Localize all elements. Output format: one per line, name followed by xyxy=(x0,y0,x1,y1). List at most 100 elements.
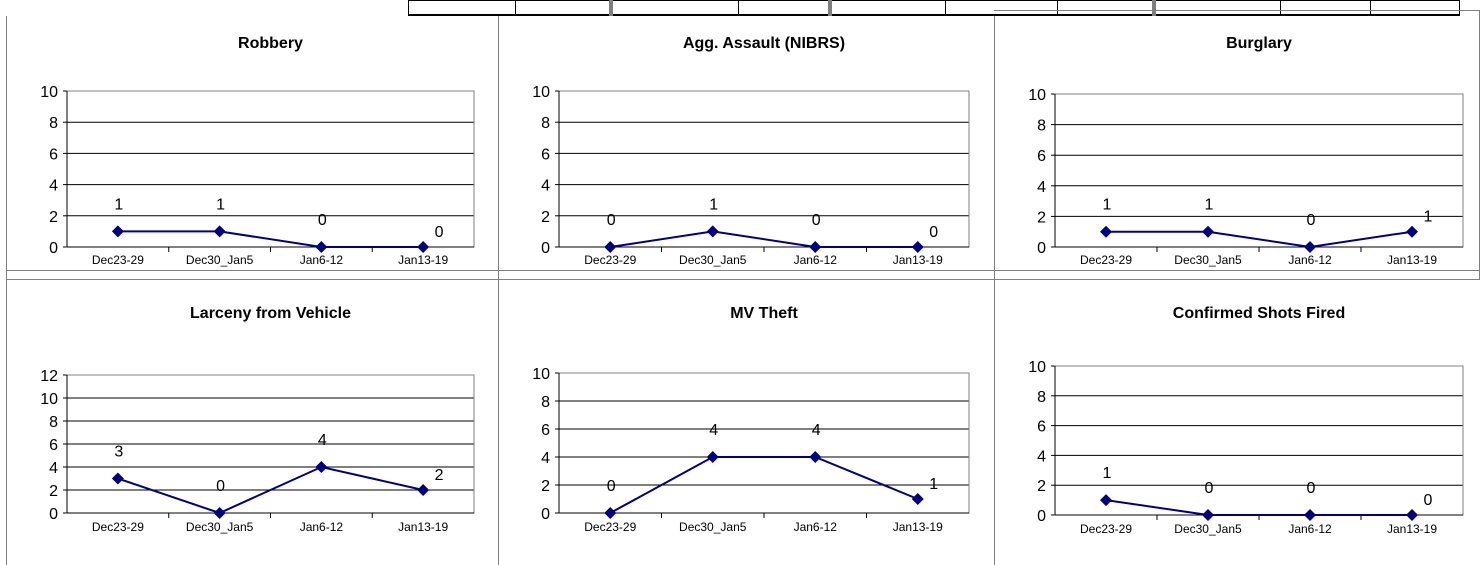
chart-panel-robbery: Robbery 0 2 4 6 8 10 Dec23-29 Dec30_Jan5 Jan6-12 J… xyxy=(7,17,498,270)
data-point-marker xyxy=(1202,225,1214,238)
data-label: 0 xyxy=(216,478,225,495)
chart-panel-burglary: Burglary 0 2 4 6 8 10 Dec23-29 Dec30_Jan5 Jan6-12… xyxy=(995,17,1479,270)
chart-title: Agg. Assault (NIBRS) xyxy=(683,35,845,52)
data-point-marker xyxy=(213,225,226,238)
x-tick-label: Jan13-19 xyxy=(893,253,943,267)
data-point-marker xyxy=(417,484,430,496)
data-point-marker xyxy=(315,461,328,473)
y-tick-label: 6 xyxy=(49,437,58,454)
data-point-marker xyxy=(111,472,124,485)
table-cell-divider xyxy=(738,0,739,16)
y-tick-label: 2 xyxy=(541,209,550,226)
data-label: 1 xyxy=(216,196,225,213)
table-cell-divider xyxy=(1057,0,1058,16)
data-point-marker xyxy=(1304,241,1316,253)
panel-border xyxy=(994,16,995,565)
x-tick-label: Dec23-29 xyxy=(584,253,636,267)
y-tick-label: 2 xyxy=(49,209,58,226)
data-point-marker xyxy=(1304,509,1316,521)
y-tick-label: 10 xyxy=(40,391,58,408)
y-tick-label: 2 xyxy=(1037,478,1046,495)
chart-title: Confirmed Shots Fired xyxy=(1173,305,1345,322)
chart-panel-agg-assault: Agg. Assault (NIBRS) 0 2 4 6 8 10 Dec23-29 Dec30… xyxy=(499,17,994,270)
series-line xyxy=(1106,230,1413,249)
chart-title: Burglary xyxy=(1226,35,1292,52)
y-tick-label: 8 xyxy=(1037,389,1046,406)
x-tick-label: Dec30_Jan5 xyxy=(1174,253,1242,267)
chart-panel-larceny-from-vehicle: Larceny from Vehicle 0 2 4 6 8 10 12 Dec23-29 Dec… xyxy=(7,281,498,565)
data-label: 1 xyxy=(929,476,938,493)
data-point-marker xyxy=(604,507,617,519)
data-label: 4 xyxy=(812,422,821,439)
data-label: 1 xyxy=(1103,197,1112,214)
panel-border xyxy=(1479,10,1480,279)
y-tick-label: 8 xyxy=(1037,118,1046,135)
y-tick-label: 4 xyxy=(49,460,58,477)
y-tick-label: 0 xyxy=(541,506,550,523)
x-tick-label: Jan6-12 xyxy=(1288,522,1332,536)
data-point-marker xyxy=(417,241,430,253)
y-tick-label: 6 xyxy=(49,146,58,163)
data-point-marker xyxy=(1406,225,1418,238)
x-tick-label: Jan13-19 xyxy=(1387,522,1437,536)
data-label: 4 xyxy=(709,422,718,439)
y-tick-label: 0 xyxy=(1037,508,1046,525)
x-tick-label: Jan13-19 xyxy=(398,520,448,534)
y-tick-label: 4 xyxy=(49,178,58,195)
y-tick-label: 6 xyxy=(1037,148,1046,165)
data-label: 0 xyxy=(318,212,327,229)
chart-svg: Larceny from Vehicle 0 2 4 6 8 10 12 Dec23-29 Dec… xyxy=(40,305,475,534)
plot-frame xyxy=(558,372,970,514)
y-tick-label: 8 xyxy=(49,414,58,431)
chart-title: MV Theft xyxy=(730,305,798,322)
panel-border xyxy=(6,279,1480,280)
y-tick-label: 8 xyxy=(541,115,550,132)
chart-title: Larceny from Vehicle xyxy=(190,305,351,322)
x-tick-label: Dec30_Jan5 xyxy=(679,253,747,267)
table-cell-divider xyxy=(1370,0,1371,16)
table-cell-divider xyxy=(515,0,516,16)
x-tick-label: Dec23-29 xyxy=(1080,253,1132,267)
panel-border xyxy=(6,270,1480,271)
table-cell-divider xyxy=(945,0,946,16)
x-tick-label: Dec23-29 xyxy=(584,520,636,534)
chart-title: Robbery xyxy=(238,35,303,52)
y-tick-label: 10 xyxy=(532,84,550,101)
data-point-marker xyxy=(1100,494,1112,507)
series-line xyxy=(1105,499,1412,516)
data-point-marker xyxy=(1202,509,1214,521)
y-tick-label: 2 xyxy=(541,478,550,495)
y-tick-label: 6 xyxy=(541,422,550,439)
series-line xyxy=(117,230,424,248)
data-label: 1 xyxy=(1424,209,1433,226)
data-point-marker xyxy=(604,241,617,253)
data-label: 0 xyxy=(1424,492,1433,509)
data-label: 1 xyxy=(1205,197,1214,214)
y-tick-label: 12 xyxy=(40,368,58,385)
table-cell-divider xyxy=(1459,0,1460,16)
data-label: 0 xyxy=(1205,480,1214,497)
y-tick-label: 4 xyxy=(541,178,550,195)
x-tick-label: Dec30_Jan5 xyxy=(679,520,747,534)
table-cell-divider xyxy=(609,0,613,16)
data-point-marker xyxy=(911,241,924,253)
x-tick-label: Jan6-12 xyxy=(794,253,838,267)
y-tick-label: 0 xyxy=(541,240,550,257)
data-label: 0 xyxy=(607,212,616,229)
data-point-marker xyxy=(1100,225,1112,238)
x-tick-label: Jan6-12 xyxy=(794,520,838,534)
y-tick-label: 8 xyxy=(49,115,58,132)
data-label: 1 xyxy=(1103,465,1112,482)
data-point-marker xyxy=(809,451,822,463)
y-tick-label: 8 xyxy=(541,394,550,411)
data-label: 3 xyxy=(114,444,123,461)
series-line xyxy=(609,456,919,514)
x-tick-label: Jan13-19 xyxy=(398,253,448,267)
y-tick-label: 2 xyxy=(1037,209,1046,226)
plot-frame xyxy=(66,90,475,248)
panel-border xyxy=(6,16,7,565)
table-cell-divider xyxy=(1152,0,1156,16)
